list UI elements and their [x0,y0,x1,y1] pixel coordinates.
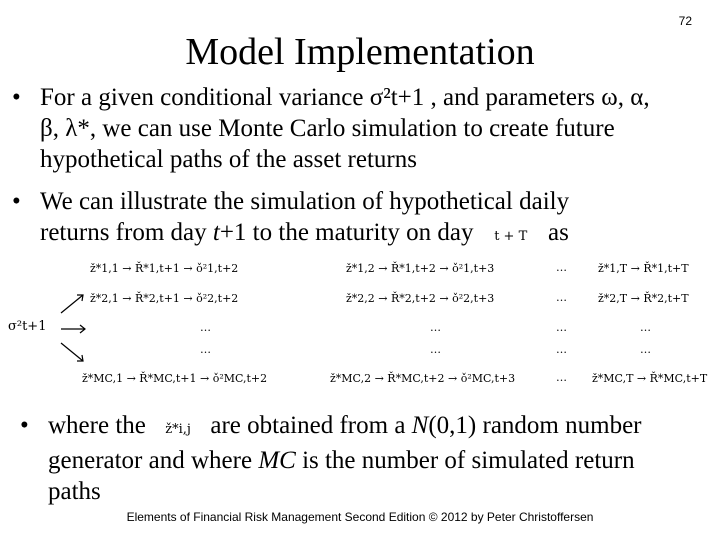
ellipsis: … [556,321,569,334]
ellipsis: … [556,291,569,304]
path-mc-block-3: ž*MC,T → Ř*MC,t+T [592,372,708,385]
slide-title: Model Implementation [185,31,535,73]
slide-number: 72 [678,14,692,28]
path-mc-block-2: ž*MC,2 → Ř*MC,t+2 → ǒ²MC,t+3 [330,372,516,385]
path-1-block-3: ž*1,T → Ř*1,t+T [598,262,689,275]
ellipsis: … [640,343,653,356]
bullet-3-line-3: paths [48,478,101,505]
start-variance: σ²t+1 [8,319,47,334]
bullet-2-line-2: returns from day t+1 to the maturity on … [40,217,720,252]
bullet-1-line-1: For a given conditional variance σ²t+1 ,… [40,84,650,111]
footer: Elements of Financial Risk Management Se… [126,510,594,524]
path-1-block-2: ž*1,2 → Ř*1,t+2 → ǒ²1,t+3 [346,262,495,275]
ellipsis: … [430,321,443,334]
bullet-3-line-2: generator and where MC is the number of … [48,447,635,474]
ellipsis: … [430,343,443,356]
ellipsis: … [556,371,569,384]
bullet-2: • We can illustrate the simulation of hy… [12,186,720,252]
ellipsis: … [200,343,213,356]
simulation-diagram: σ²t+1 ž*1,1 → Ř*1,t+1 → ǒ²1,t+2 ž*1,2 → … [0,255,720,400]
path-mc-block-1: ž*MC,1 → Ř*MC,t+1 → ǒ²MC,t+2 [82,372,268,385]
bullet-1-line-3: hypothetical paths of the asset returns [40,146,417,173]
bullet-3-line-1: where the ž*i,j are obtained from a N(0,… [48,410,720,445]
path-1-block-1: ž*1,1 → Ř*1,t+1 → ǒ²1,t+2 [90,262,239,275]
bullet-3: • where the ž*i,j are obtained from a N(… [20,410,720,507]
ellipsis: … [200,321,213,334]
path-2-block-1: ž*2,1 → Ř*2,t+1 → ǒ²2,t+2 [90,292,239,305]
z-inline-math: ž*i,j [165,422,191,437]
ellipsis: … [556,261,569,274]
bullet-2-line-1: We can illustrate the simulation of hypo… [40,188,570,215]
maturity-inline-math: t + T [494,229,528,244]
path-2-block-3: ž*2,T → Ř*2,t+T [598,292,689,305]
bullet-1: • For a given conditional variance σ²t+1… [12,82,720,175]
path-2-block-2: ž*2,2 → Ř*2,t+2 → ǒ²2,t+3 [346,292,495,305]
bullet-1-line-2: β, λ*, we can use Monte Carlo simulation… [40,115,615,142]
start-arrows [60,294,86,362]
ellipsis: … [640,321,653,334]
ellipsis: … [556,343,569,356]
